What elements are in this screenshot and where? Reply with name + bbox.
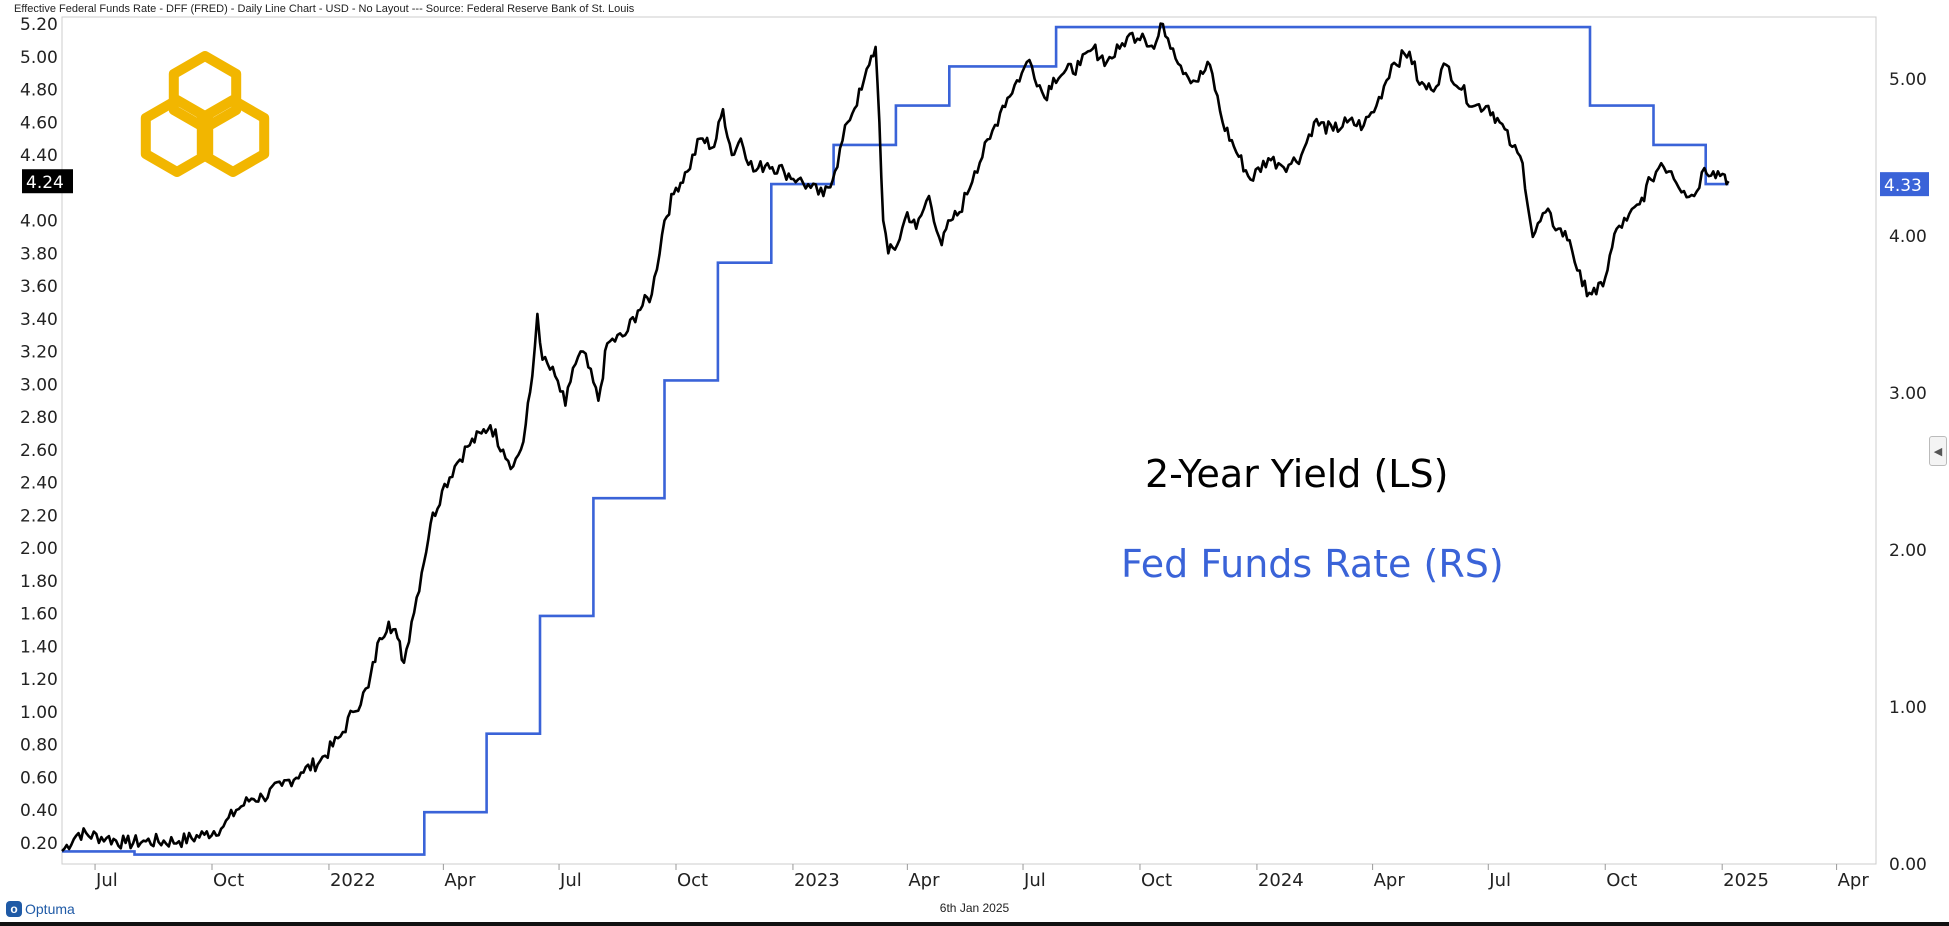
fed-funds-rate-line (62, 25, 1729, 856)
x-tick-label: Oct (677, 870, 708, 891)
x-tick-label: 2024 (1258, 870, 1304, 891)
left-tick-label: 4.60 (20, 113, 58, 133)
x-tick-label: 2022 (330, 870, 376, 891)
yield-annotation: 2-Year Yield (LS) (1145, 452, 1448, 496)
x-tick-label: Oct (1141, 870, 1172, 891)
left-tick-label: 0.60 (20, 768, 58, 788)
bottom-border (0, 922, 1949, 926)
two-year-yield-line (61, 22, 1730, 853)
logo-hex-right (196, 95, 270, 177)
chart-area[interactable]: 0.20 0.40 0.60 0.80 1.00 1.20 1.40 1.60 1.80 2.00… (0, 0, 1949, 896)
x-axis: Jul Oct 2022 Apr Jul Oct 2023 Apr Jul Oct 2024 Apr J… (94, 864, 1870, 891)
annotations: 2-Year Yield (LS) Fed Funds Rate (RS) (1121, 452, 1504, 586)
left-tick-label: 2.20 (20, 506, 58, 526)
left-value-badge (22, 169, 73, 194)
optuma-logo: o Optuma (6, 901, 75, 917)
left-value-badge-label: 4.24 (26, 173, 64, 193)
right-tick-label: 3.00 (1889, 384, 1927, 404)
x-tick-label: Jul (95, 870, 118, 891)
left-tick-label: 3.40 (20, 310, 58, 330)
left-tick-label: 1.20 (20, 670, 58, 690)
value-badges: 4.24 4.33 (22, 169, 1929, 197)
left-tick-label: 4.80 (20, 81, 58, 101)
x-tick-label: Apr (908, 870, 940, 891)
x-tick-label: 2023 (794, 870, 840, 891)
fed-annotation: Fed Funds Rate (RS) (1121, 542, 1504, 586)
series-layer (61, 22, 1730, 856)
left-tick-label: 3.80 (20, 244, 58, 264)
x-tick-label: Jul (1488, 870, 1511, 891)
x-tick-label: Apr (1374, 870, 1406, 891)
left-tick-label: 4.40 (20, 146, 58, 166)
right-axis: 0.00 1.00 2.00 3.00 4.00 5.00 (1889, 70, 1927, 875)
right-tick-label: 4.00 (1889, 227, 1927, 247)
chart-title: Effective Federal Funds Rate - DFF (FRED… (14, 3, 635, 15)
left-tick-label: 0.40 (20, 801, 58, 821)
left-tick-label: 4.00 (20, 212, 58, 232)
left-tick-label: 1.60 (20, 605, 58, 625)
left-tick-label: 5.00 (20, 48, 58, 68)
right-tick-label: 1.00 (1889, 698, 1927, 718)
left-axis: 0.20 0.40 0.60 0.80 1.00 1.20 1.40 1.60 1.80 2.00… (20, 15, 58, 854)
left-tick-label: 3.60 (20, 277, 58, 297)
x-tick-label: Jul (1023, 870, 1046, 891)
left-tick-label: 0.20 (20, 834, 58, 854)
x-tick-label: Oct (1606, 870, 1637, 891)
left-tick-label: 2.60 (20, 441, 58, 461)
left-tick-label: 1.00 (20, 703, 58, 723)
optuma-icon: o (6, 901, 22, 917)
right-value-badge (1880, 172, 1929, 197)
plot-frame (61, 16, 1877, 865)
right-tick-label: 2.00 (1889, 541, 1927, 561)
x-tick-label: Oct (213, 870, 244, 891)
chevron-left-icon[interactable]: ◀ (1929, 436, 1947, 466)
left-tick-label: 3.20 (20, 343, 58, 363)
left-tick-label: 3.00 (20, 375, 58, 395)
right-tick-label: 5.00 (1889, 70, 1927, 90)
left-tick-label: 5.20 (20, 15, 58, 35)
left-tick-label: 2.80 (20, 408, 58, 428)
x-tick-label: Jul (559, 870, 582, 891)
right-tick-label: 0.00 (1889, 855, 1927, 875)
right-value-badge-label: 4.33 (1884, 176, 1922, 196)
optuma-brand: Optuma (25, 901, 75, 917)
footer-date: 6th Jan 2025 (939, 901, 1010, 915)
left-tick-label: 1.80 (20, 572, 58, 592)
left-tick-label: 2.00 (20, 539, 58, 559)
x-tick-label: 2025 (1723, 870, 1769, 891)
x-tick-label: Apr (1838, 870, 1870, 891)
left-tick-label: 0.80 (20, 736, 58, 756)
interlocking-hexagons-icon (140, 51, 270, 177)
x-tick-label: Apr (444, 870, 476, 891)
left-tick-label: 1.40 (20, 637, 58, 657)
left-tick-label: 2.40 (20, 474, 58, 494)
